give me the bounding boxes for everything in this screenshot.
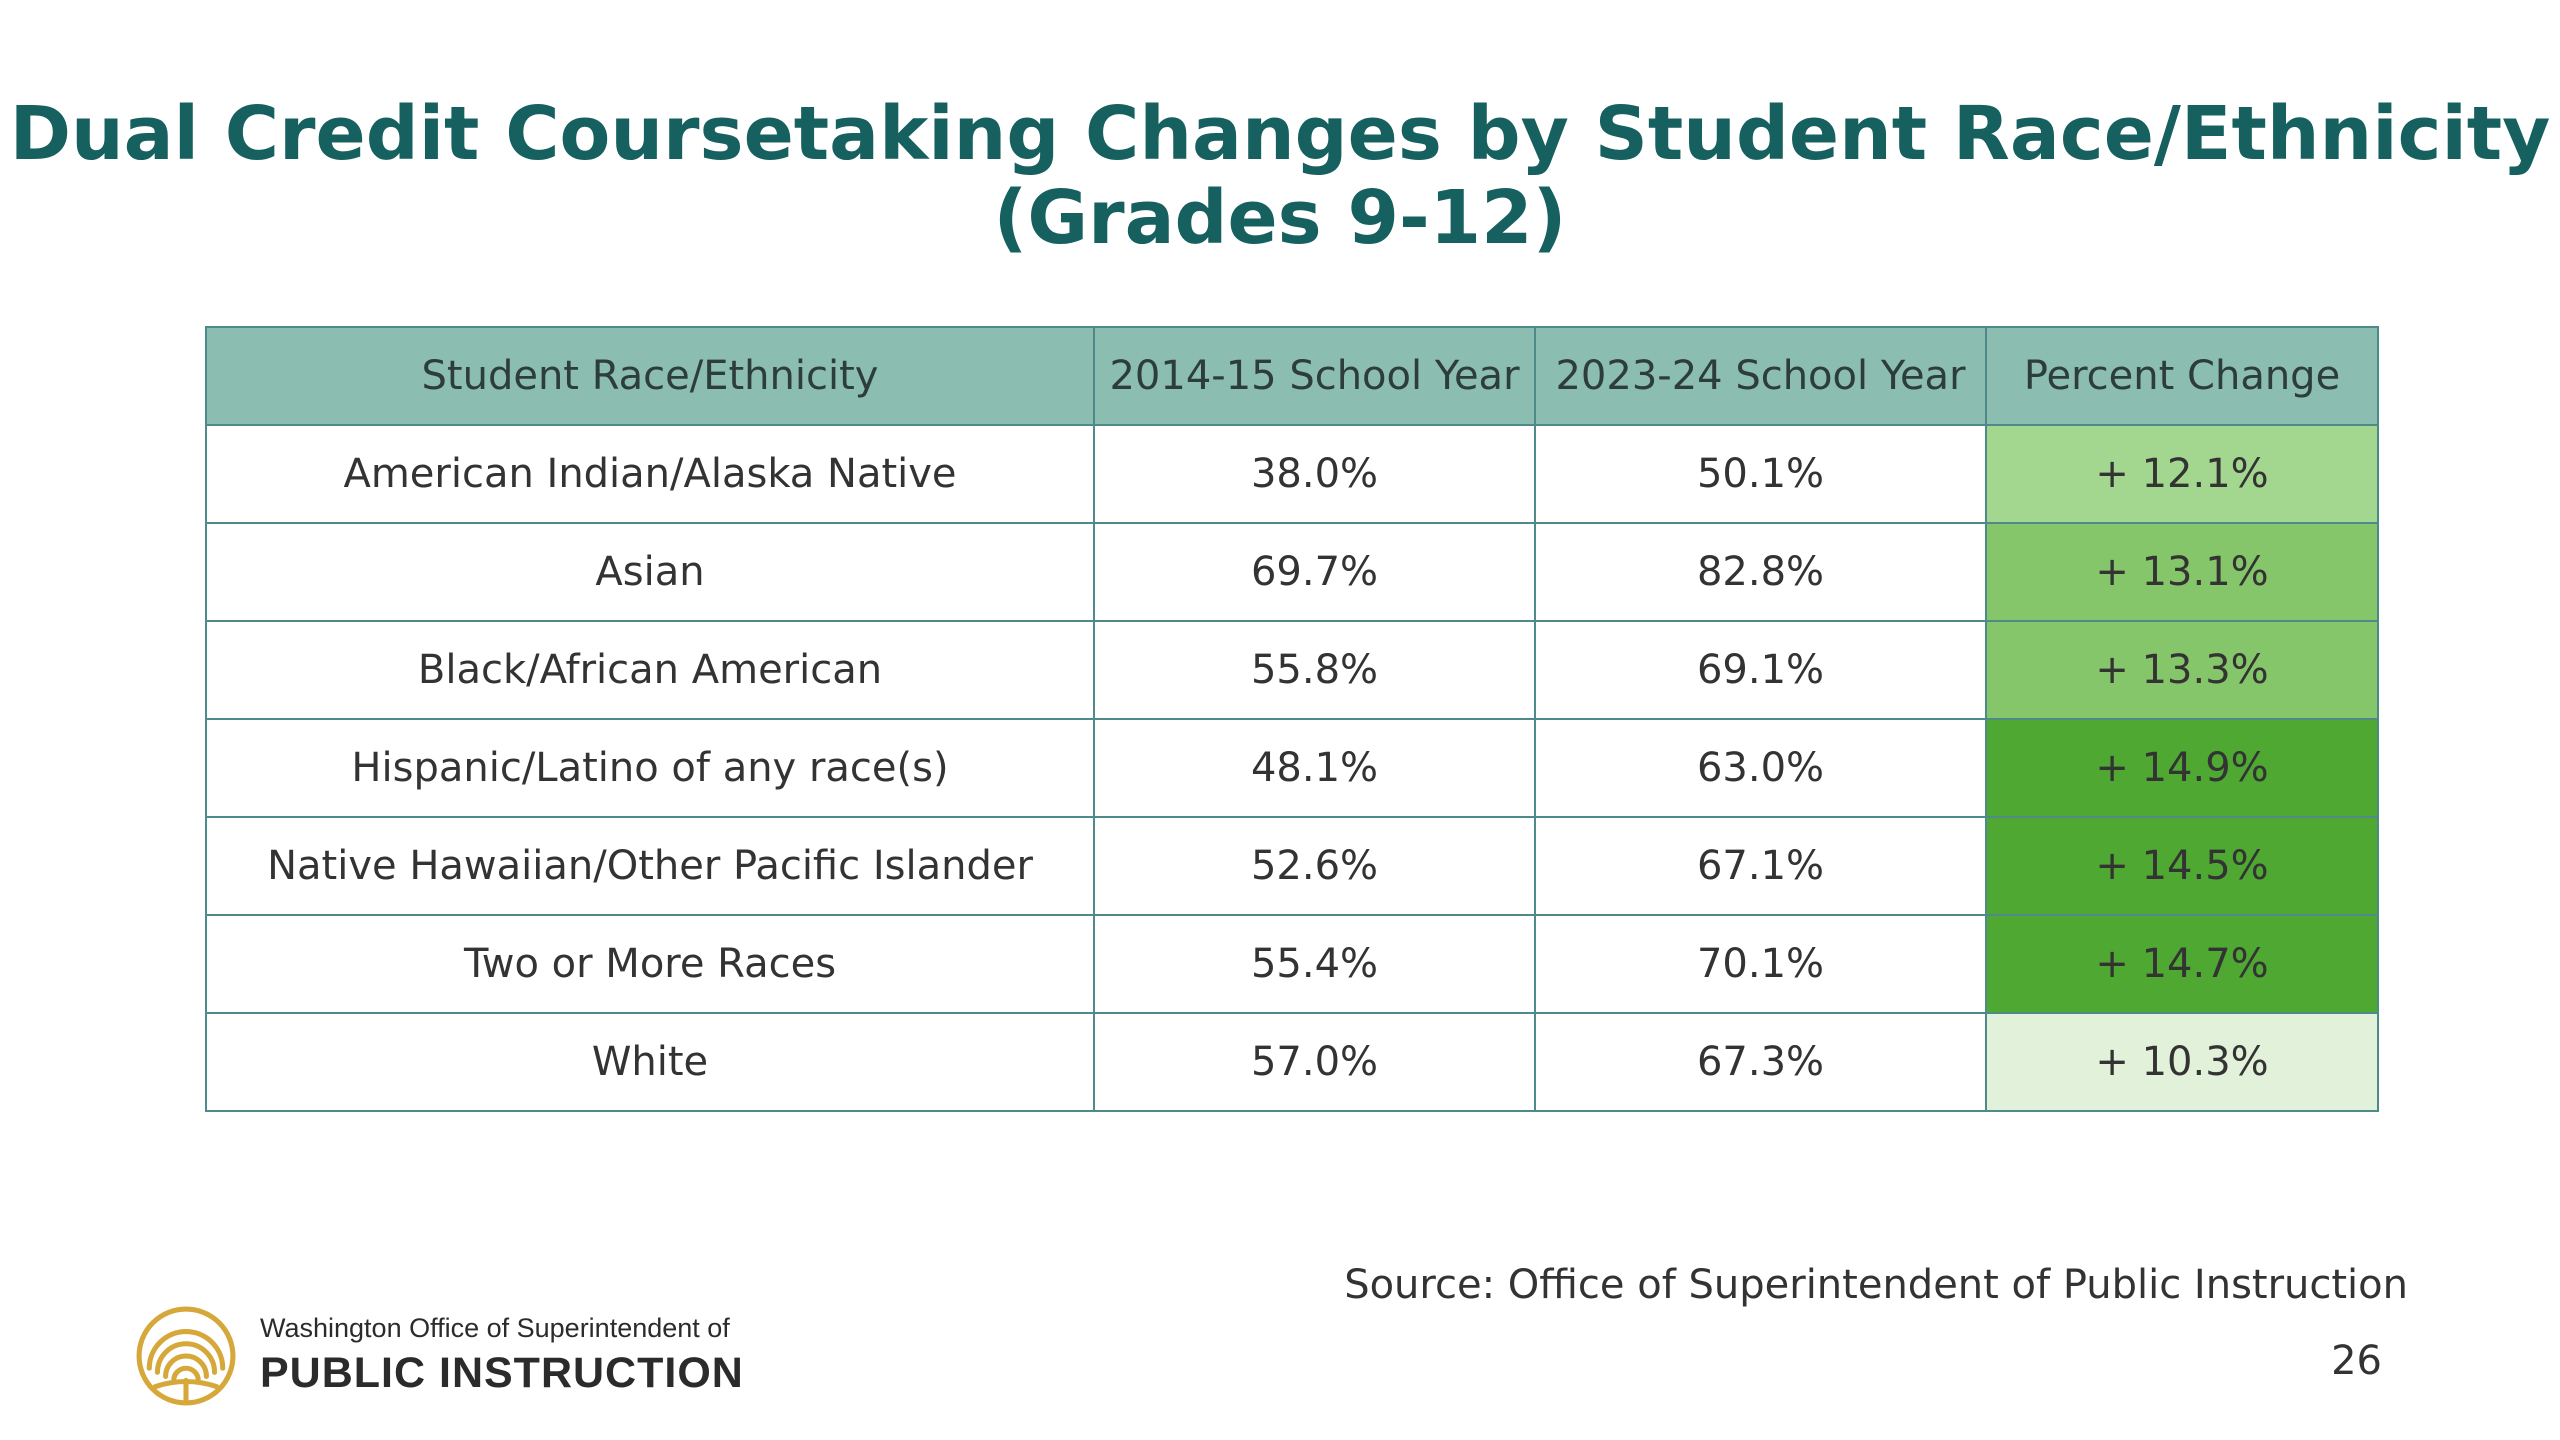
table-header-row: Student Race/Ethnicity 2014-15 School Ye… [205, 326, 2379, 426]
logo-org-line: Washington Office of Superintendent of [260, 1313, 730, 1343]
header-percent-change: Percent Change [1985, 326, 2379, 426]
year-2014-cell: 69.7% [1093, 522, 1536, 622]
race-cell: American Indian/Alaska Native [205, 424, 1095, 524]
table-row: Black/African American 55.8% 69.1% + 13.… [205, 620, 2379, 720]
table-row: Asian 69.7% 82.8% + 13.1% [205, 522, 2379, 622]
year-2014-cell: 48.1% [1093, 718, 1536, 818]
source-note: Source: Office of Superintendent of Publ… [1344, 1262, 2408, 1308]
percent-change-cell: + 12.1% [1985, 424, 2379, 524]
year-2023-cell: 82.8% [1534, 522, 1987, 622]
year-2014-cell: 55.4% [1093, 914, 1536, 1014]
ospi-logo: Washington Office of Superintendent of P… [135, 1305, 835, 1415]
table-row: American Indian/Alaska Native 38.0% 50.1… [205, 424, 2379, 524]
race-cell: Two or More Races [205, 914, 1095, 1014]
race-cell: Hispanic/Latino of any race(s) [205, 718, 1095, 818]
year-2023-cell: 69.1% [1534, 620, 1987, 720]
slide-title-line1: Dual Credit Coursetaking Changes by Stud… [9, 91, 2551, 177]
race-cell: White [205, 1012, 1095, 1112]
percent-change-cell: + 10.3% [1985, 1012, 2379, 1112]
header-2023-24: 2023-24 School Year [1534, 326, 1987, 426]
ospi-rainbow-seal-icon [136, 1306, 236, 1406]
race-cell: Black/African American [205, 620, 1095, 720]
slide-title: Dual Credit Coursetaking Changes by Stud… [0, 92, 2560, 260]
header-race-ethnicity: Student Race/Ethnicity [205, 326, 1095, 426]
year-2023-cell: 67.3% [1534, 1012, 1987, 1112]
slide-title-line2: (Grades 9-12) [993, 175, 1567, 261]
page-number: 26 [2331, 1338, 2382, 1384]
table-row: Hispanic/Latino of any race(s) 48.1% 63.… [205, 718, 2379, 818]
year-2014-cell: 52.6% [1093, 816, 1536, 916]
year-2023-cell: 50.1% [1534, 424, 1987, 524]
table-row: Native Hawaiian/Other Pacific Islander 5… [205, 816, 2379, 916]
logo-name-line: PUBLIC INSTRUCTION [260, 1349, 744, 1397]
year-2023-cell: 67.1% [1534, 816, 1987, 916]
percent-change-cell: + 14.7% [1985, 914, 2379, 1014]
percent-change-cell: + 13.1% [1985, 522, 2379, 622]
year-2014-cell: 57.0% [1093, 1012, 1536, 1112]
table-row: Two or More Races 55.4% 70.1% + 14.7% [205, 914, 2379, 1014]
percent-change-cell: + 14.9% [1985, 718, 2379, 818]
percent-change-cell: + 13.3% [1985, 620, 2379, 720]
header-2014-15: 2014-15 School Year [1093, 326, 1536, 426]
year-2023-cell: 63.0% [1534, 718, 1987, 818]
percent-change-cell: + 14.5% [1985, 816, 2379, 916]
race-cell: Asian [205, 522, 1095, 622]
dual-credit-table: Student Race/Ethnicity 2014-15 School Ye… [205, 326, 2379, 1112]
year-2023-cell: 70.1% [1534, 914, 1987, 1014]
year-2014-cell: 55.8% [1093, 620, 1536, 720]
year-2014-cell: 38.0% [1093, 424, 1536, 524]
race-cell: Native Hawaiian/Other Pacific Islander [205, 816, 1095, 916]
table-row: White 57.0% 67.3% + 10.3% [205, 1012, 2379, 1112]
